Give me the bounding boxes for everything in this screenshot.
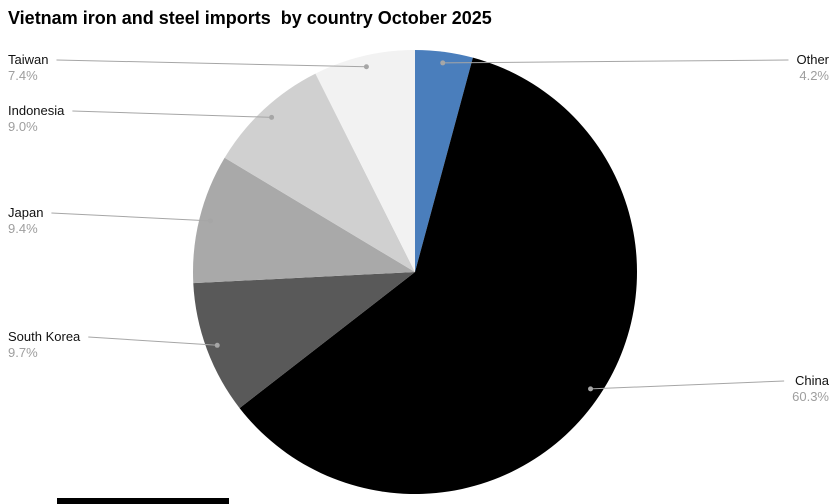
chart-title: Vietnam iron and steel imports by countr… [8, 8, 492, 28]
label-indonesia-pct: 9.0% [8, 119, 38, 134]
label-south-korea-pct: 9.7% [8, 345, 38, 360]
label-indonesia-name: Indonesia [8, 103, 65, 118]
callout-dot-china [588, 386, 594, 392]
pie-slice-indonesia[interactable] [224, 73, 415, 273]
label-south-korea-name: South Korea [8, 329, 81, 344]
bottom-crop-mark [57, 498, 229, 504]
pie-slice-japan[interactable] [192, 157, 415, 284]
callout-line-china [590, 380, 785, 390]
callout-line-other [442, 59, 789, 64]
pie-slice-china[interactable] [239, 57, 638, 495]
callout-dot-japan [207, 218, 213, 224]
callout-dot-south-korea [214, 342, 220, 348]
label-china-name: China [795, 373, 829, 388]
callout-dot-other [440, 60, 446, 66]
label-japan-name: Japan [8, 205, 44, 220]
label-japan-pct: 9.4% [8, 221, 38, 236]
label-indonesia: Indonesia 9.0% [8, 103, 64, 135]
label-china-pct: 60.3% [792, 389, 829, 404]
label-taiwan: Taiwan 7.4% [8, 52, 48, 84]
pie-slice-taiwan[interactable] [315, 50, 415, 272]
label-taiwan-name: Taiwan [8, 52, 49, 67]
callout-line-taiwan [56, 59, 367, 68]
callout-line-indonesia [72, 110, 272, 118]
label-other-pct: 4.2% [799, 68, 829, 83]
label-china: China 60.3% [792, 373, 829, 405]
label-japan: Japan 9.4% [8, 205, 43, 237]
callout-dot-indonesia [269, 114, 275, 120]
label-other-name: Other [796, 52, 829, 67]
label-south-korea: South Korea 9.7% [8, 329, 80, 361]
label-other: Other 4.2% [796, 52, 829, 84]
callout-line-japan [51, 212, 211, 222]
pie-slice-other[interactable] [415, 50, 473, 272]
callout-line-south-korea [88, 336, 218, 346]
pie-slice-south-korea[interactable] [193, 272, 415, 409]
callout-dot-taiwan [363, 64, 369, 70]
label-taiwan-pct: 7.4% [8, 68, 38, 83]
